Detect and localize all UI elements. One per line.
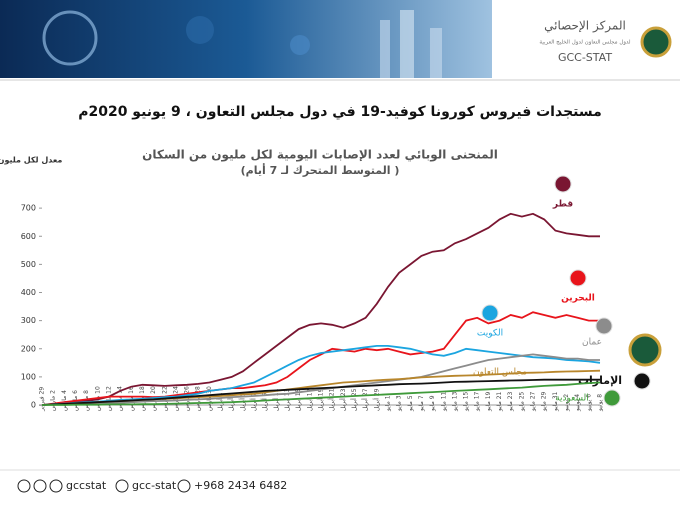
footer-phone: +968 2434 6482 (194, 479, 287, 492)
banner-graphic (290, 35, 310, 55)
y-axis-label: معدل لكل مليون (0, 156, 62, 165)
x-tick-label: 2 مارس (50, 390, 57, 411)
y-tick-label: 600 (21, 232, 36, 241)
x-tick-label: 2 يونيو (563, 394, 570, 412)
x-tick-label: 27 أبريل (361, 388, 369, 411)
x-tick-label: 23 مايو (507, 391, 514, 412)
series-label: مجلس التعاون (473, 368, 527, 378)
x-tick-label: 19 مايو (485, 391, 492, 412)
series-label: السعودية (555, 394, 589, 404)
flag-icon (595, 317, 613, 335)
x-tick-label: 19 أبريل (317, 388, 325, 411)
x-tick-label: 5 مايو (407, 395, 414, 412)
series-line (41, 311, 600, 406)
y-tick-label: 700 (21, 204, 36, 213)
org-subtitle: لدول مجلس التعاون لدول الخليج العربية (539, 40, 631, 46)
x-tick-label: 27 مايو (530, 391, 537, 412)
banner-graphic (42, 10, 98, 66)
x-tick-label: 3 مايو (396, 395, 403, 412)
x-tick-label: 14 مارس (117, 386, 124, 411)
chart-subtitle: ( المتوسط المتحرك لـ 7 أيام) (241, 163, 400, 177)
series-line (41, 378, 600, 406)
x-tick-label: 23 أبريل (339, 388, 347, 411)
x-tick-label: 25 أبريل (350, 388, 358, 411)
x-tick-label: 25 مايو (518, 391, 525, 412)
gcc-icon (628, 333, 662, 367)
y-tick-label: 500 (21, 260, 36, 269)
x-tick-label: 29 مايو (541, 391, 548, 412)
banner-graphic (186, 16, 214, 44)
x-tick-label: 6 يونيو (585, 394, 592, 412)
flag-icon (633, 372, 651, 390)
series-label: الكويت (477, 329, 503, 339)
flag-icon (481, 304, 499, 322)
flag-icon (569, 269, 587, 287)
headline: مستجدات فيروس كورونا كوفيد-19 في دول مجل… (78, 104, 602, 120)
series-line (42, 381, 601, 406)
series-label: عمان (582, 338, 602, 348)
banner-graphic (430, 28, 442, 78)
org-name-en: GCC-STAT (558, 51, 612, 64)
x-tick-label: 1 مايو (384, 395, 391, 412)
whatsapp-icon (177, 479, 191, 493)
logo (640, 26, 672, 58)
flag-icon (554, 175, 572, 193)
x-tick-label: 12 مارس (105, 386, 112, 411)
x-tick-label: 29 أبريل (372, 388, 380, 411)
x-tick-label: 17 أبريل (305, 388, 313, 411)
instagram-icon (49, 479, 63, 493)
y-tick-label: 200 (21, 344, 36, 353)
x-tick-label: 17 مايو (474, 391, 481, 412)
facebook-icon (17, 479, 31, 493)
x-tick-label: 21 أبريل (328, 388, 336, 411)
y-tick-label: 0 (31, 401, 36, 410)
series-label: البحرين (561, 294, 595, 304)
y-tick-label: 100 (21, 372, 36, 381)
x-tick-label: 9 مايو (429, 395, 436, 412)
org-name-ar: المركز الإحصائي (544, 19, 626, 34)
x-tick-label: 13 مايو (451, 391, 458, 412)
x-tick-label: 8 يونيو (597, 394, 604, 412)
banner-graphic (380, 20, 390, 78)
x-tick-label: 4 يونيو (574, 394, 581, 412)
flag-icon (603, 389, 621, 407)
x-tick-label: 29 فبراير (39, 387, 46, 412)
x-tick-label: 15 مايو (463, 391, 470, 412)
series-line (41, 345, 601, 406)
snapchat-icon (115, 479, 129, 493)
y-tick-label: 400 (21, 288, 36, 297)
chart-title: المنحنى الوبائي لعدد الإصابات اليومية لك… (142, 148, 498, 163)
y-tick-label: 300 (21, 316, 36, 325)
x-tick-label: 31 مايو (552, 391, 559, 412)
x-tick-label: 21 مايو (496, 391, 503, 412)
x-tick-label: 11 مايو (440, 391, 447, 412)
x-tick-label: 1 أبريل (216, 392, 224, 411)
twitter-icon (33, 479, 47, 493)
x-tick-label: 9 أبريل (261, 392, 269, 411)
series-line (41, 212, 600, 406)
footer-handle: gcc-stat (132, 479, 177, 492)
x-tick-label: 7 مايو (418, 395, 425, 412)
footer-handle: gccstat (66, 479, 107, 492)
series-line (41, 353, 600, 406)
series-label: قطر (552, 200, 573, 210)
banner-graphic (400, 10, 414, 78)
series-label: الإمارات (578, 374, 622, 387)
x-tick-label: 4 مارس (61, 390, 68, 411)
